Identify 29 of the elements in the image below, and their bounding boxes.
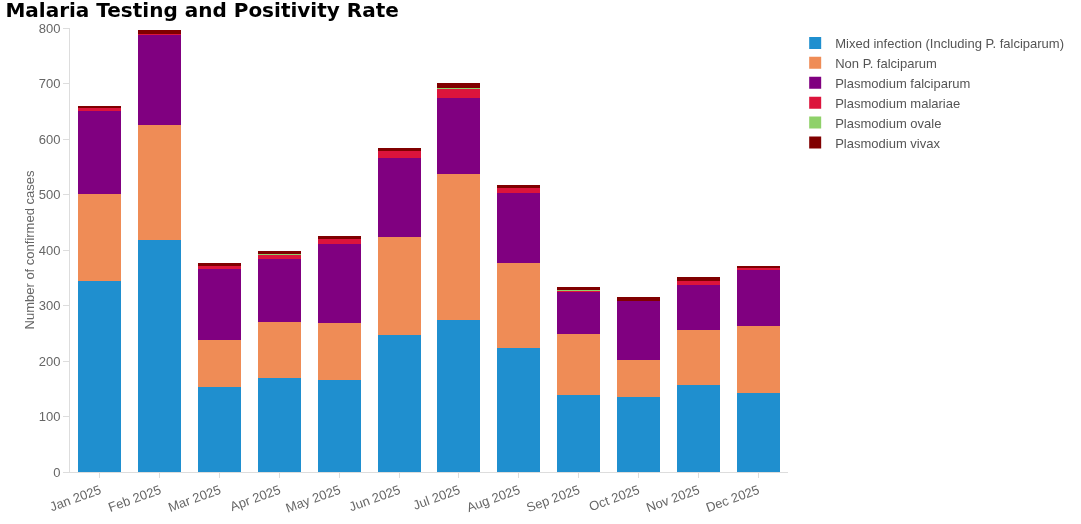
legend-label: Plasmodium falciparum [835, 75, 971, 91]
x-tick-label: Jun 2025 [346, 481, 403, 515]
x-tick-label: Mar 2025 [166, 481, 223, 515]
legend-label: Plasmodium malariae [835, 95, 961, 111]
y-tick-label: 200 [38, 353, 61, 369]
chart-title: Malaria Testing and Positivity Rate [5, 0, 399, 22]
x-tick-label: Feb 2025 [106, 481, 163, 515]
y-tick-label: 600 [38, 131, 61, 147]
x-tick-label: Oct 2025 [586, 481, 642, 515]
y-axis-title: Number of confirmed cases [21, 170, 37, 330]
legend-label: Plasmodium vivax [835, 135, 941, 151]
x-tick-label: May 2025 [283, 481, 343, 516]
x-tick-label: Jul 2025 [410, 481, 463, 513]
x-tick-label: Dec 2025 [703, 481, 762, 516]
y-tick-label: 800 [38, 20, 61, 36]
x-tick-label: Aug 2025 [464, 481, 522, 516]
y-tick-label: 300 [38, 298, 61, 314]
y-tick-label: 500 [38, 187, 61, 203]
x-tick-label: Apr 2025 [227, 481, 283, 515]
x-tick-label: Sep 2025 [524, 481, 582, 516]
y-tick-label: 100 [38, 409, 61, 425]
y-tick-label: 400 [38, 242, 61, 258]
x-tick-label: Jan 2025 [47, 481, 104, 515]
x-tick-label: Nov 2025 [644, 481, 702, 516]
y-tick-label: 700 [38, 76, 61, 92]
legend-label: Plasmodium ovale [835, 115, 942, 131]
y-tick-label: 0 [53, 464, 61, 480]
legend-label: Mixed infection (Including P. falciparum) [835, 36, 1065, 52]
legend-label: Non P. falciparum [835, 55, 937, 71]
